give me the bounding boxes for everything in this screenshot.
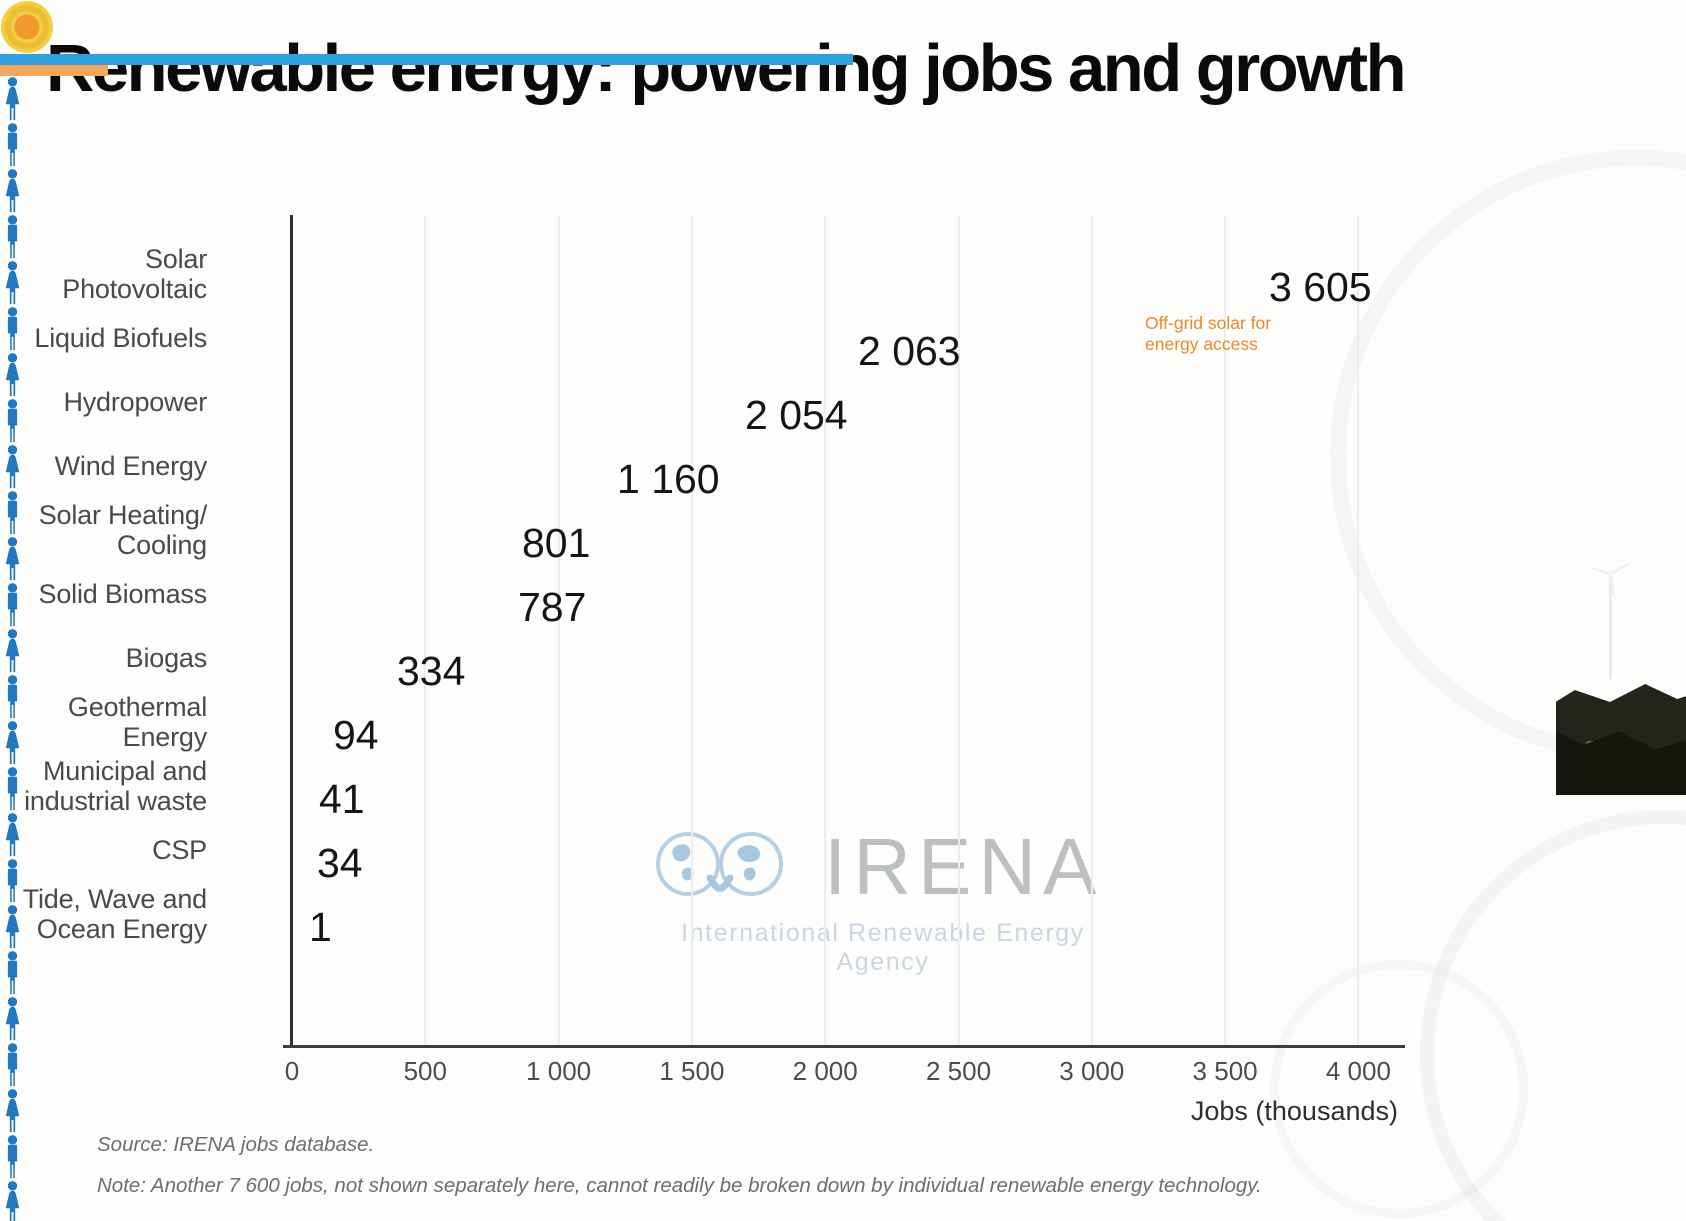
- wind-turbine-pole: [1609, 573, 1612, 679]
- category-label-8: Municipal and industrial waste: [24, 756, 207, 816]
- person-icon: [0, 950, 25, 996]
- gridline-4000: [1357, 215, 1360, 1045]
- person-icon: [0, 996, 25, 1042]
- gridline-1000: [557, 215, 560, 1045]
- background-ornament-circle: [1270, 960, 1528, 1218]
- gridline-3500: [1224, 215, 1227, 1045]
- x-tick-label: 2 500: [925, 1056, 992, 1086]
- person-icon: [0, 1088, 25, 1134]
- gridline-3000: [1090, 215, 1093, 1045]
- value-label: 34: [317, 840, 363, 886]
- value-label: 787: [518, 584, 587, 630]
- value-label: 1: [309, 904, 332, 950]
- x-tick-label: 500: [403, 1056, 447, 1086]
- person-icon: [0, 260, 25, 306]
- person-icon: [0, 1134, 25, 1180]
- person-icon: [0, 536, 25, 582]
- category-label-7: Geothermal Energy: [67, 692, 207, 752]
- person-icon: [0, 582, 25, 628]
- category-label-10: Tide, Wave and Ocean Energy: [22, 884, 207, 944]
- irena-watermark-brand: IRENA: [824, 821, 1104, 911]
- person-icon: [0, 306, 25, 352]
- wind-turbine-dusk-photo: [1556, 211, 1686, 795]
- x-tick-label: 4 000: [1325, 1056, 1391, 1086]
- person-icon: [0, 1180, 25, 1221]
- person-icon: [0, 214, 25, 260]
- offgrid-annotation: Off-grid solar for energy access: [1145, 313, 1272, 354]
- category-label-3: Wind Energy: [54, 451, 208, 481]
- person-icon: [0, 490, 25, 536]
- gridline-2000: [824, 215, 827, 1045]
- x-axis-line: [283, 1045, 1405, 1048]
- value-label: 41: [319, 776, 365, 822]
- value-label: 94: [333, 712, 379, 758]
- value-label: 1 160: [617, 456, 720, 502]
- person-icon: [0, 122, 25, 168]
- note-line: Note: Another 7 600 jobs, not shown sepa…: [97, 1174, 1262, 1197]
- wind-turbine-rotor-icon: [1586, 547, 1636, 602]
- category-label-2: Hydropower: [63, 387, 207, 417]
- gridline-2500: [957, 215, 960, 1045]
- bar-base-blue: [0, 54, 853, 65]
- category-label-4: Solar Heating/Cooling: [38, 500, 207, 560]
- person-icon: [0, 904, 25, 950]
- category-label-6: Biogas: [125, 643, 208, 673]
- x-tick-label: 0: [284, 1056, 300, 1086]
- person-icon: [0, 76, 25, 122]
- person-icon: [0, 444, 25, 490]
- x-tick-label: 1 000: [526, 1056, 592, 1086]
- source-line: Source: IRENA jobs database.: [97, 1133, 375, 1156]
- bar-base-orange: [0, 65, 108, 76]
- irena-globes-logo-icon: [648, 818, 808, 915]
- irena-watermark-subtitle: International Renewable Energy Agency: [681, 919, 1085, 976]
- person-icon: [0, 674, 25, 720]
- x-tick-label: 1 500: [659, 1056, 725, 1086]
- irena-watermark: IRENA International Renewable Energy Age…: [648, 818, 1118, 977]
- value-label: 2 063: [858, 328, 961, 374]
- category-label-9: CSP: [152, 835, 207, 865]
- value-label: 2 054: [745, 392, 848, 438]
- person-icon: [0, 168, 25, 214]
- gridline-1500: [690, 215, 693, 1045]
- value-label: 334: [397, 648, 466, 694]
- person-icon: [0, 352, 25, 398]
- category-label-0: Solar Photovoltaic: [62, 244, 207, 304]
- x-tick-label: 3 500: [1192, 1056, 1258, 1086]
- value-label: 3 605: [1269, 264, 1372, 310]
- category-label-1: Liquid Biofuels: [34, 323, 207, 353]
- person-icon: [0, 398, 25, 444]
- person-icon: [0, 1042, 25, 1088]
- person-icon: [0, 720, 25, 766]
- x-axis-title: Jobs (thousands): [1190, 1096, 1398, 1126]
- person-icon: [0, 858, 25, 904]
- category-label-5: Solid Biomass: [38, 579, 208, 609]
- sun-icon: [0, 0, 54, 54]
- value-label: 801: [522, 520, 591, 566]
- person-icon: [0, 812, 25, 858]
- page-title: Renewable energy: powering jobs and grow…: [46, 31, 1407, 106]
- x-tick-label: 2 000: [792, 1056, 858, 1086]
- person-icon: [0, 628, 25, 674]
- person-icon: [0, 766, 25, 812]
- y-axis-line: [290, 215, 293, 1045]
- x-tick-label: 3 000: [1059, 1056, 1125, 1086]
- gridline-500: [424, 215, 427, 1045]
